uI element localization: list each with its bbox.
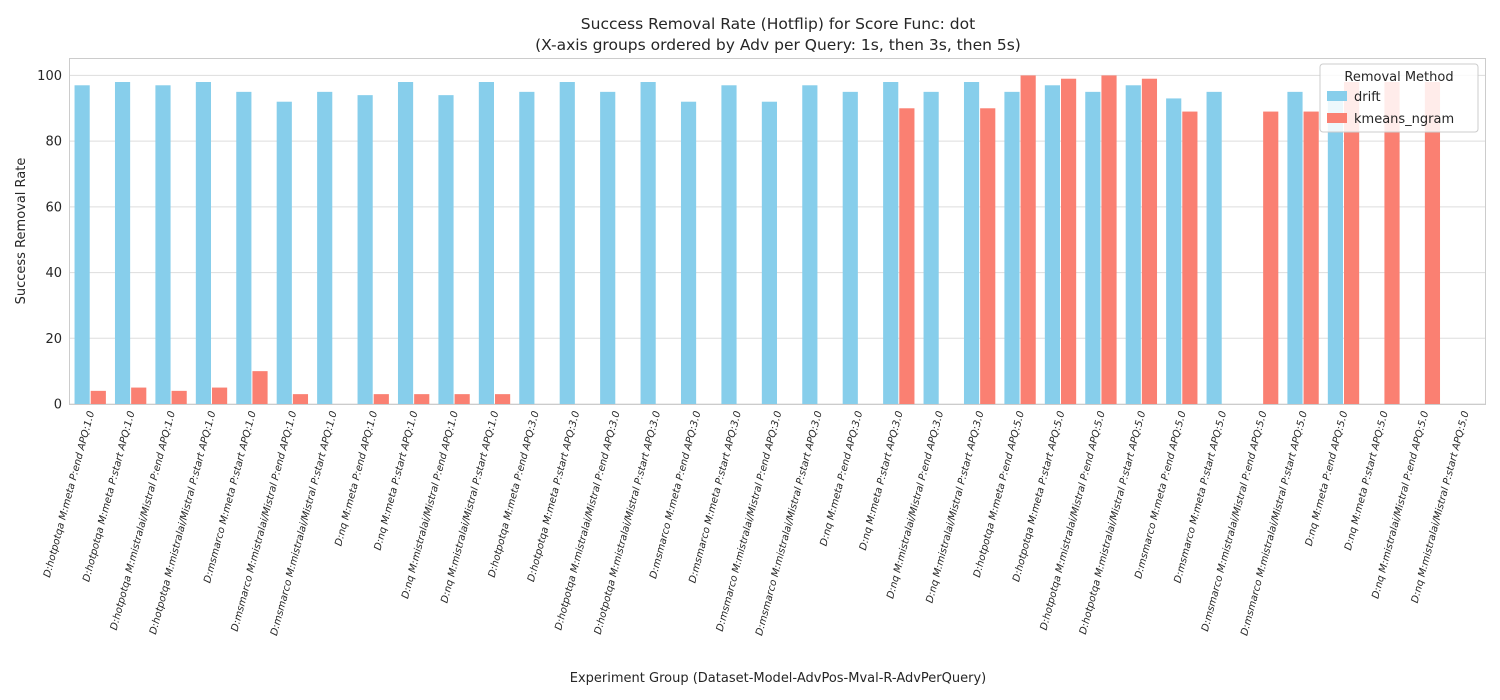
legend-swatch-kmeans-ngram xyxy=(1327,113,1347,123)
bar-kmeans-ngram xyxy=(454,394,470,404)
bar-drift xyxy=(1166,98,1182,404)
bar-kmeans-ngram xyxy=(1020,75,1036,404)
bar-drift xyxy=(1206,91,1222,404)
bar-drift xyxy=(397,82,414,404)
bar-kmeans-ngram xyxy=(1263,111,1279,405)
bar-drift xyxy=(1085,91,1101,404)
bar-kmeans-ngram xyxy=(1141,78,1158,404)
y-tick-label: 0 xyxy=(54,398,62,413)
plot-area xyxy=(69,58,1486,405)
bar-drift xyxy=(519,91,535,404)
bar-drift xyxy=(195,82,211,404)
bar-kmeans-ngram xyxy=(1384,82,1400,404)
y-tick-label: 60 xyxy=(45,200,62,215)
bar-drift xyxy=(761,101,777,404)
bar-kmeans-ngram xyxy=(414,394,430,404)
bar-kmeans-ngram xyxy=(373,394,389,404)
bar-drift xyxy=(923,91,939,404)
legend: Removal Method drift kmeans_ngram xyxy=(1319,63,1479,133)
chart-subtitle: (X-axis groups ordered by Adv per Query:… xyxy=(535,36,1021,54)
bar-kmeans-ngram xyxy=(980,108,996,405)
x-axis-label: Experiment Group (Dataset-Model-AdvPos-M… xyxy=(570,671,986,686)
bar-kmeans-ngram xyxy=(899,108,915,405)
bar-drift xyxy=(1327,91,1343,404)
bar-kmeans-ngram xyxy=(90,390,106,404)
bar-kmeans-ngram xyxy=(212,387,228,404)
bar-drift xyxy=(640,82,656,404)
bar-kmeans-ngram xyxy=(1424,82,1441,404)
bar-kmeans-ngram xyxy=(131,387,147,404)
y-axis-label: Success Removal Rate xyxy=(14,158,29,305)
y-tick-label: 40 xyxy=(45,266,62,281)
bar-drift xyxy=(114,82,131,404)
bar-drift xyxy=(236,91,252,404)
bar-drift xyxy=(1125,85,1141,405)
bar-drift xyxy=(357,95,373,405)
bar-drift xyxy=(842,91,858,404)
bar-kmeans-ngram xyxy=(171,390,187,404)
legend-box xyxy=(1319,63,1479,133)
y-tick-label: 20 xyxy=(45,332,62,347)
bar-drift xyxy=(883,82,899,404)
bar-drift xyxy=(276,101,292,404)
bar-kmeans-ngram xyxy=(495,394,511,404)
bar-kmeans-ngram xyxy=(292,394,309,404)
bar-kmeans-ngram xyxy=(1182,111,1198,405)
bar-drift xyxy=(963,82,980,404)
legend-title: Removal Method xyxy=(1344,70,1453,85)
bar-kmeans-ngram xyxy=(1344,82,1360,404)
bar-drift xyxy=(155,85,171,405)
bar-drift xyxy=(559,82,575,404)
bar-drift xyxy=(478,82,494,404)
bar-drift xyxy=(600,91,616,404)
bar-kmeans-ngram xyxy=(1101,75,1117,404)
bar-kmeans-ngram xyxy=(1303,111,1319,405)
legend-label-drift: drift xyxy=(1354,90,1381,105)
bar-kmeans-ngram xyxy=(252,371,268,404)
bar-drift xyxy=(1287,91,1303,404)
bar-drift xyxy=(74,85,90,405)
bar-drift xyxy=(802,85,818,405)
bar-drift xyxy=(1044,85,1060,405)
bar-kmeans-ngram xyxy=(1061,78,1077,404)
bar-drift xyxy=(680,101,697,404)
legend-swatch-drift xyxy=(1327,91,1347,101)
chart-title: Success Removal Rate (Hotflip) for Score… xyxy=(581,15,975,33)
bar-drift xyxy=(438,95,454,405)
bar-drift xyxy=(317,91,333,404)
bars xyxy=(74,75,1441,405)
y-tick-label: 80 xyxy=(45,135,62,150)
bar-drift xyxy=(721,85,737,405)
y-axis-ticks: 0 20 40 60 80 100 xyxy=(37,69,62,413)
legend-label-kmeans-ngram: kmeans_ngram xyxy=(1354,112,1454,127)
y-tick-label: 100 xyxy=(37,69,62,84)
bar-drift xyxy=(1004,91,1020,404)
